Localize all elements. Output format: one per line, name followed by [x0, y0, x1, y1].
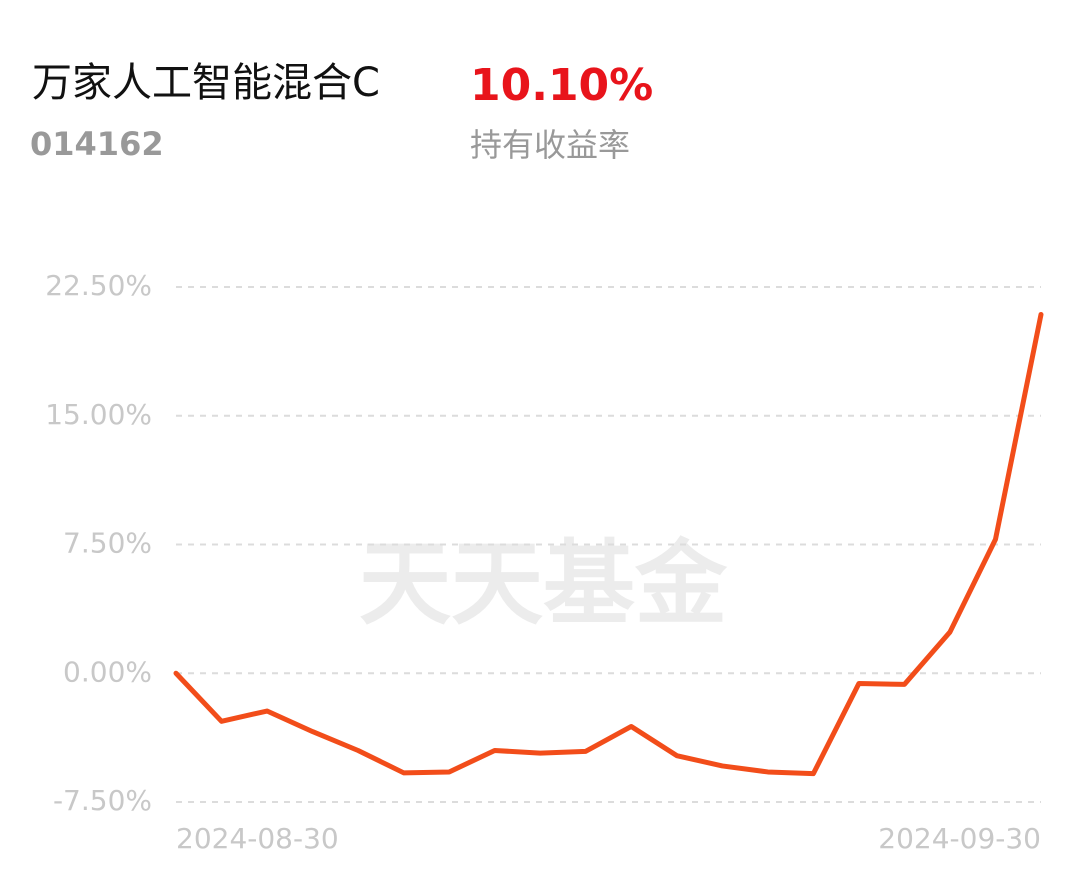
x-tick-label: 2024-09-30 — [878, 822, 1041, 855]
watermark: 天天基金 — [359, 530, 728, 637]
fund-code: 014162 — [30, 125, 164, 163]
return-value: 10.10% — [470, 60, 653, 111]
y-tick-label: 15.00% — [45, 398, 152, 431]
y-tick-label: 0.00% — [63, 655, 152, 688]
fund-name: 万家人工智能混合C — [32, 60, 380, 106]
y-tick-label: -7.50% — [53, 784, 152, 817]
x-tick-label: 2024-08-30 — [176, 822, 339, 855]
y-tick-label: 22.50% — [45, 269, 152, 302]
line — [173, 311, 1044, 777]
return-caption: 持有收益率 — [470, 126, 630, 164]
y-tick-label: 7.50% — [63, 527, 152, 560]
